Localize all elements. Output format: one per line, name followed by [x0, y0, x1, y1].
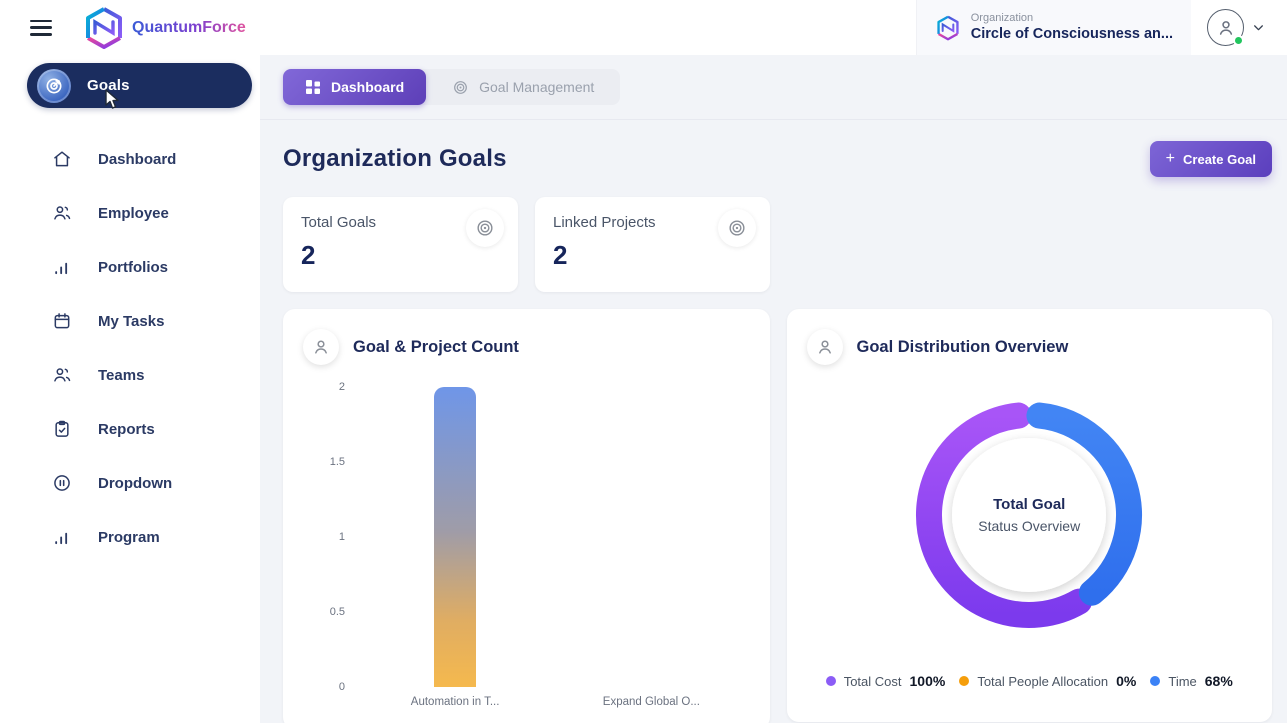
- x-tick-label: Expand Global O...: [602, 696, 700, 708]
- people-icon: [54, 206, 71, 220]
- donut-segment-total-cost: [916, 402, 1093, 628]
- home-icon: [54, 151, 70, 167]
- sidebar-item-label: Goals: [87, 77, 130, 94]
- sidebar-item-label: Employee: [98, 204, 169, 222]
- plus-icon: +: [1165, 150, 1176, 167]
- sidebar-item-dropdown[interactable]: Dropdown: [0, 456, 260, 510]
- target-icon: [454, 80, 468, 94]
- bar-automation: [434, 387, 477, 687]
- chevron-down-icon[interactable]: [1252, 21, 1265, 34]
- person-icon: [806, 329, 843, 365]
- sidebar-item-label: Dropdown: [98, 474, 173, 492]
- chart-title: Goal & Project Count: [353, 337, 519, 356]
- donut-segment-time: [1026, 402, 1143, 606]
- plot-area: [357, 387, 750, 687]
- sidebar-item-goals[interactable]: Goals: [27, 63, 252, 109]
- person-icon: [303, 329, 339, 365]
- x-tick-label: Automation in T...: [410, 696, 500, 708]
- goal-project-count-card: Goal & Project Count 2 1.5 1 0.5 0: [283, 309, 770, 723]
- sidebar-item-program[interactable]: Program: [0, 510, 260, 564]
- sidebar-item-label: Program: [98, 528, 160, 546]
- y-axis: 2 1.5 1 0.5 0: [315, 381, 357, 693]
- main-content: Dashboard Goal Management Organization G…: [260, 55, 1287, 723]
- x-axis: Automation in T... Expand Global O...: [303, 696, 750, 708]
- bar-chart-icon: [55, 262, 68, 275]
- target-icon: [466, 209, 504, 247]
- brand-logo: QuantumForce: [82, 6, 246, 50]
- create-goal-button[interactable]: + Create Goal: [1149, 141, 1272, 177]
- chart-title: Goal Distribution Overview: [856, 337, 1069, 356]
- donut-center-circle: [952, 438, 1107, 592]
- sidebar-item-label: My Tasks: [98, 312, 165, 330]
- sidebar-item-my-tasks[interactable]: My Tasks: [0, 294, 260, 348]
- calendar-icon: [54, 313, 70, 329]
- y-tick: 0.5: [329, 606, 345, 618]
- legend-label: Total Cost: [843, 673, 902, 689]
- donut-chart: Total Goal Status Overview: [909, 395, 1149, 635]
- organization-switcher[interactable]: Organization Circle of Consciousness an.…: [915, 0, 1191, 55]
- brand-name: QuantumForce: [132, 18, 246, 36]
- sidebar-item-label: Dashboard: [98, 150, 177, 168]
- tab-label: Dashboard: [331, 79, 405, 95]
- sidebar-item-teams[interactable]: Teams: [0, 348, 260, 402]
- legend-item-people-allocation: Total People Allocation 0%: [959, 673, 1136, 689]
- page-title: Organization Goals: [283, 145, 507, 172]
- legend-value: 0%: [1116, 673, 1137, 689]
- user-icon: [1219, 20, 1232, 35]
- sidebar-item-portfolios[interactable]: Portfolios: [0, 240, 260, 294]
- y-tick: 1: [338, 531, 345, 543]
- stat-card-total-goals: Total Goals 2: [283, 197, 518, 292]
- y-tick: 1.5: [329, 456, 345, 468]
- goal-target-icon: [37, 68, 71, 103]
- target-icon: [718, 209, 756, 247]
- hamburger-menu-icon[interactable]: [30, 19, 52, 36]
- tab-dashboard[interactable]: Dashboard: [283, 69, 427, 105]
- legend-value: 100%: [909, 673, 946, 689]
- stat-value: 2: [301, 240, 316, 270]
- sidebar-item-dashboard[interactable]: Dashboard: [0, 132, 260, 186]
- legend-label: Time: [1168, 673, 1197, 689]
- organization-label: Organization: [970, 11, 1034, 24]
- sidebar-item-label: Teams: [98, 366, 145, 384]
- online-status-dot: [1233, 35, 1244, 46]
- pause-circle-icon: [54, 475, 70, 491]
- tabs-strip: Dashboard Goal Management: [260, 69, 1287, 120]
- legend-item-time: Time 68%: [1150, 673, 1233, 689]
- quantumforce-cube-icon: [82, 6, 126, 50]
- sidebar-item-label: Reports: [98, 420, 155, 438]
- bar-chart-icon: [55, 532, 68, 545]
- bar-chart: 2 1.5 1 0.5 0: [303, 381, 750, 693]
- clipboard-check-icon: [55, 420, 69, 437]
- sidebar-item-reports[interactable]: Reports: [0, 402, 260, 456]
- user-menu[interactable]: [1191, 9, 1287, 46]
- y-tick: 0: [338, 681, 345, 693]
- goal-distribution-card: Goal Distribution Overview Total Goal St…: [786, 309, 1272, 722]
- chart-legend: Total Cost 100% Total People Allocation …: [807, 673, 1253, 689]
- grid-icon: [306, 80, 320, 94]
- sidebar-item-employee[interactable]: Employee: [0, 186, 260, 240]
- stat-label: Total Goals: [301, 214, 377, 231]
- legend-item-total-cost: Total Cost 100%: [825, 673, 946, 689]
- tab-label: Goal Management: [479, 79, 595, 95]
- legend-dot: [959, 676, 970, 686]
- organization-name: Circle of Consciousness an...: [970, 26, 1173, 43]
- organization-logo-icon: [935, 15, 961, 41]
- legend-dot: [1150, 676, 1161, 686]
- stat-label: Linked Projects: [553, 214, 656, 231]
- stat-card-linked-projects: Linked Projects 2: [535, 197, 770, 292]
- top-bar: QuantumForce Organization Circle of Cons…: [0, 0, 1287, 55]
- sidebar-nav: Dashboard Employee Portfolios: [0, 132, 260, 564]
- legend-label: Total People Allocation: [977, 673, 1109, 689]
- stat-value: 2: [553, 240, 568, 270]
- people-icon: [54, 368, 71, 382]
- y-tick: 2: [338, 381, 345, 393]
- legend-dot: [825, 676, 836, 686]
- legend-value: 68%: [1204, 673, 1233, 689]
- sidebar-item-label: Portfolios: [98, 258, 168, 276]
- sidebar: Goals Dashboard Employee: [0, 55, 260, 723]
- tabs: Dashboard Goal Management: [283, 69, 621, 105]
- tab-goal-management[interactable]: Goal Management: [426, 69, 620, 105]
- avatar[interactable]: [1207, 9, 1244, 46]
